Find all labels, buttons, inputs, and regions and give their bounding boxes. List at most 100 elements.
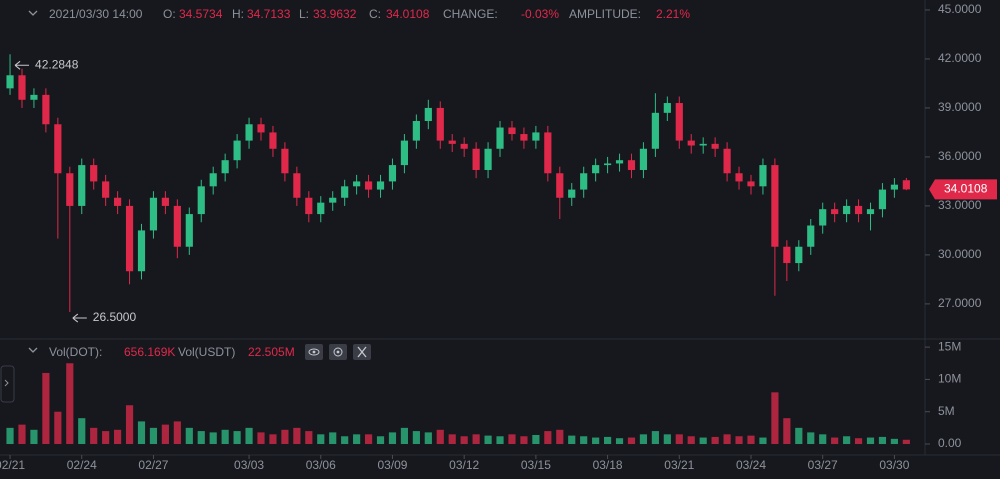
volume-bar	[843, 436, 851, 445]
volume-bar	[149, 427, 158, 445]
volume-bar	[520, 436, 528, 445]
min-annotation: 26.5000	[93, 310, 137, 324]
volume-bar	[209, 432, 217, 445]
volume-bar	[556, 429, 564, 445]
candle-body	[78, 165, 86, 206]
candle-body	[580, 173, 588, 190]
candle-body	[364, 181, 373, 190]
candle-body	[699, 143, 707, 146]
volume-bar	[460, 436, 468, 445]
volume-bar	[890, 438, 898, 445]
volume-bar	[364, 434, 373, 445]
candle-body	[293, 173, 301, 198]
volume-bar	[6, 427, 14, 445]
volume-bar	[544, 431, 552, 445]
candle-body	[436, 107, 444, 141]
volume-bar	[293, 427, 301, 445]
candle-body	[508, 127, 516, 135]
collapse-chevron[interactable]	[28, 347, 38, 353]
candle-body	[687, 140, 695, 146]
side-panel-toggle[interactable]	[0, 365, 15, 403]
volume-bar	[819, 434, 827, 445]
volume-bar	[699, 437, 707, 445]
candle-body	[735, 173, 743, 182]
volume-bar	[185, 427, 193, 445]
candle-body	[556, 173, 564, 198]
volume-bar	[866, 437, 875, 445]
x-tick-label: 03/27	[808, 458, 838, 472]
volume-bar	[30, 429, 38, 445]
candle-body	[281, 148, 289, 174]
settings-button[interactable]	[329, 344, 347, 360]
candle-body	[317, 202, 325, 215]
volume-bar	[353, 434, 361, 445]
candle-body	[484, 148, 492, 170]
candle-body	[329, 197, 337, 203]
volume-legend-value: 656.169K	[124, 345, 175, 359]
candle-body	[42, 94, 50, 125]
x-tick-label: 03/06	[306, 458, 336, 472]
price-tag	[929, 179, 997, 200]
candle-body	[269, 132, 277, 149]
volume-bar	[161, 424, 169, 445]
candle-body	[460, 143, 468, 149]
eye-button[interactable]	[305, 344, 323, 360]
candle-body	[90, 165, 98, 182]
x-tick-label: 03/12	[449, 458, 479, 472]
candle-body	[54, 124, 62, 174]
volume-bar	[663, 434, 671, 445]
candle-body	[615, 160, 624, 164]
header-value: 34.0108	[386, 7, 430, 21]
volume-y-tick-label: 15M	[938, 339, 961, 353]
candle-body	[795, 246, 803, 264]
volume-bar	[759, 437, 767, 445]
volume-bar	[400, 427, 409, 445]
candle-body	[711, 143, 719, 149]
candle-body	[747, 181, 755, 187]
candle-body	[376, 181, 385, 190]
volume-bar	[173, 421, 181, 445]
volume-bar	[723, 434, 731, 445]
volume-bar	[317, 434, 325, 445]
volume-bar	[675, 434, 683, 445]
volume-bar	[18, 424, 26, 445]
volume-bar	[795, 427, 803, 445]
volume-bar	[902, 439, 910, 445]
volume-legend-value: 22.505M	[248, 345, 295, 359]
candle-body	[102, 181, 110, 198]
volume-bar	[747, 435, 755, 445]
candle-body	[496, 127, 504, 149]
volume-legend-label: Vol(USDT)	[178, 345, 235, 359]
candle-body	[197, 186, 205, 215]
min-arrow	[72, 313, 87, 323]
candle-body	[890, 184, 898, 190]
volume-bar	[532, 434, 540, 445]
volume-bar	[627, 437, 636, 445]
volume-bar	[711, 436, 719, 445]
y-tick-label: 42.0000	[938, 51, 982, 65]
header-datetime: 2021/03/30 14:00	[49, 7, 143, 21]
x-tick-label: 02/21	[0, 458, 25, 472]
close-button[interactable]	[353, 344, 371, 360]
candle-body	[651, 112, 659, 149]
volume-bar	[783, 418, 791, 445]
volume-bar	[125, 405, 134, 445]
candle-body	[149, 197, 158, 231]
y-tick-label: 30.0000	[938, 247, 982, 261]
volume-bar	[66, 363, 74, 445]
volume-bar	[580, 436, 588, 445]
candle-body	[173, 205, 181, 247]
x-tick-label: 03/21	[664, 458, 694, 472]
max-arrow	[14, 60, 30, 70]
candle-body	[114, 197, 122, 206]
candle-body	[831, 209, 839, 215]
volume-bar	[854, 438, 863, 445]
collapse-chevron[interactable]	[28, 10, 38, 16]
volume-bar	[651, 431, 659, 445]
volume-bar	[376, 436, 385, 445]
candle-body	[6, 75, 14, 89]
candle-body	[424, 107, 432, 122]
candle-body	[30, 94, 38, 100]
